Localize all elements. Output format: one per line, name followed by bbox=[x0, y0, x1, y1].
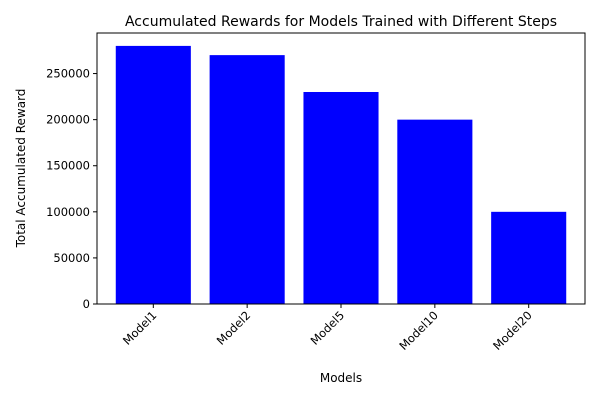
y-tick-label: 0 bbox=[83, 297, 90, 311]
x-axis-label: Models bbox=[320, 371, 362, 385]
bar-model5 bbox=[303, 91, 379, 304]
y-axis-ticks: 0 50000 100000 150000 200000 250000 bbox=[46, 67, 97, 311]
y-tick-label: 200000 bbox=[46, 113, 90, 127]
y-tick-label: 250000 bbox=[46, 67, 90, 81]
y-tick-label: 50000 bbox=[53, 251, 90, 265]
bar-model10 bbox=[397, 119, 473, 304]
bar-model2 bbox=[209, 55, 285, 304]
bars-group bbox=[115, 45, 567, 305]
chart-title: Accumulated Rewards for Models Trained w… bbox=[125, 14, 557, 30]
bar-model1 bbox=[115, 45, 191, 305]
y-tick-label: 100000 bbox=[46, 205, 90, 219]
plot-frame bbox=[96, 32, 586, 305]
y-tick-label: 150000 bbox=[46, 159, 90, 173]
bar-model20 bbox=[491, 211, 567, 304]
y-axis-label: Total Accumulated Reward bbox=[14, 89, 28, 249]
